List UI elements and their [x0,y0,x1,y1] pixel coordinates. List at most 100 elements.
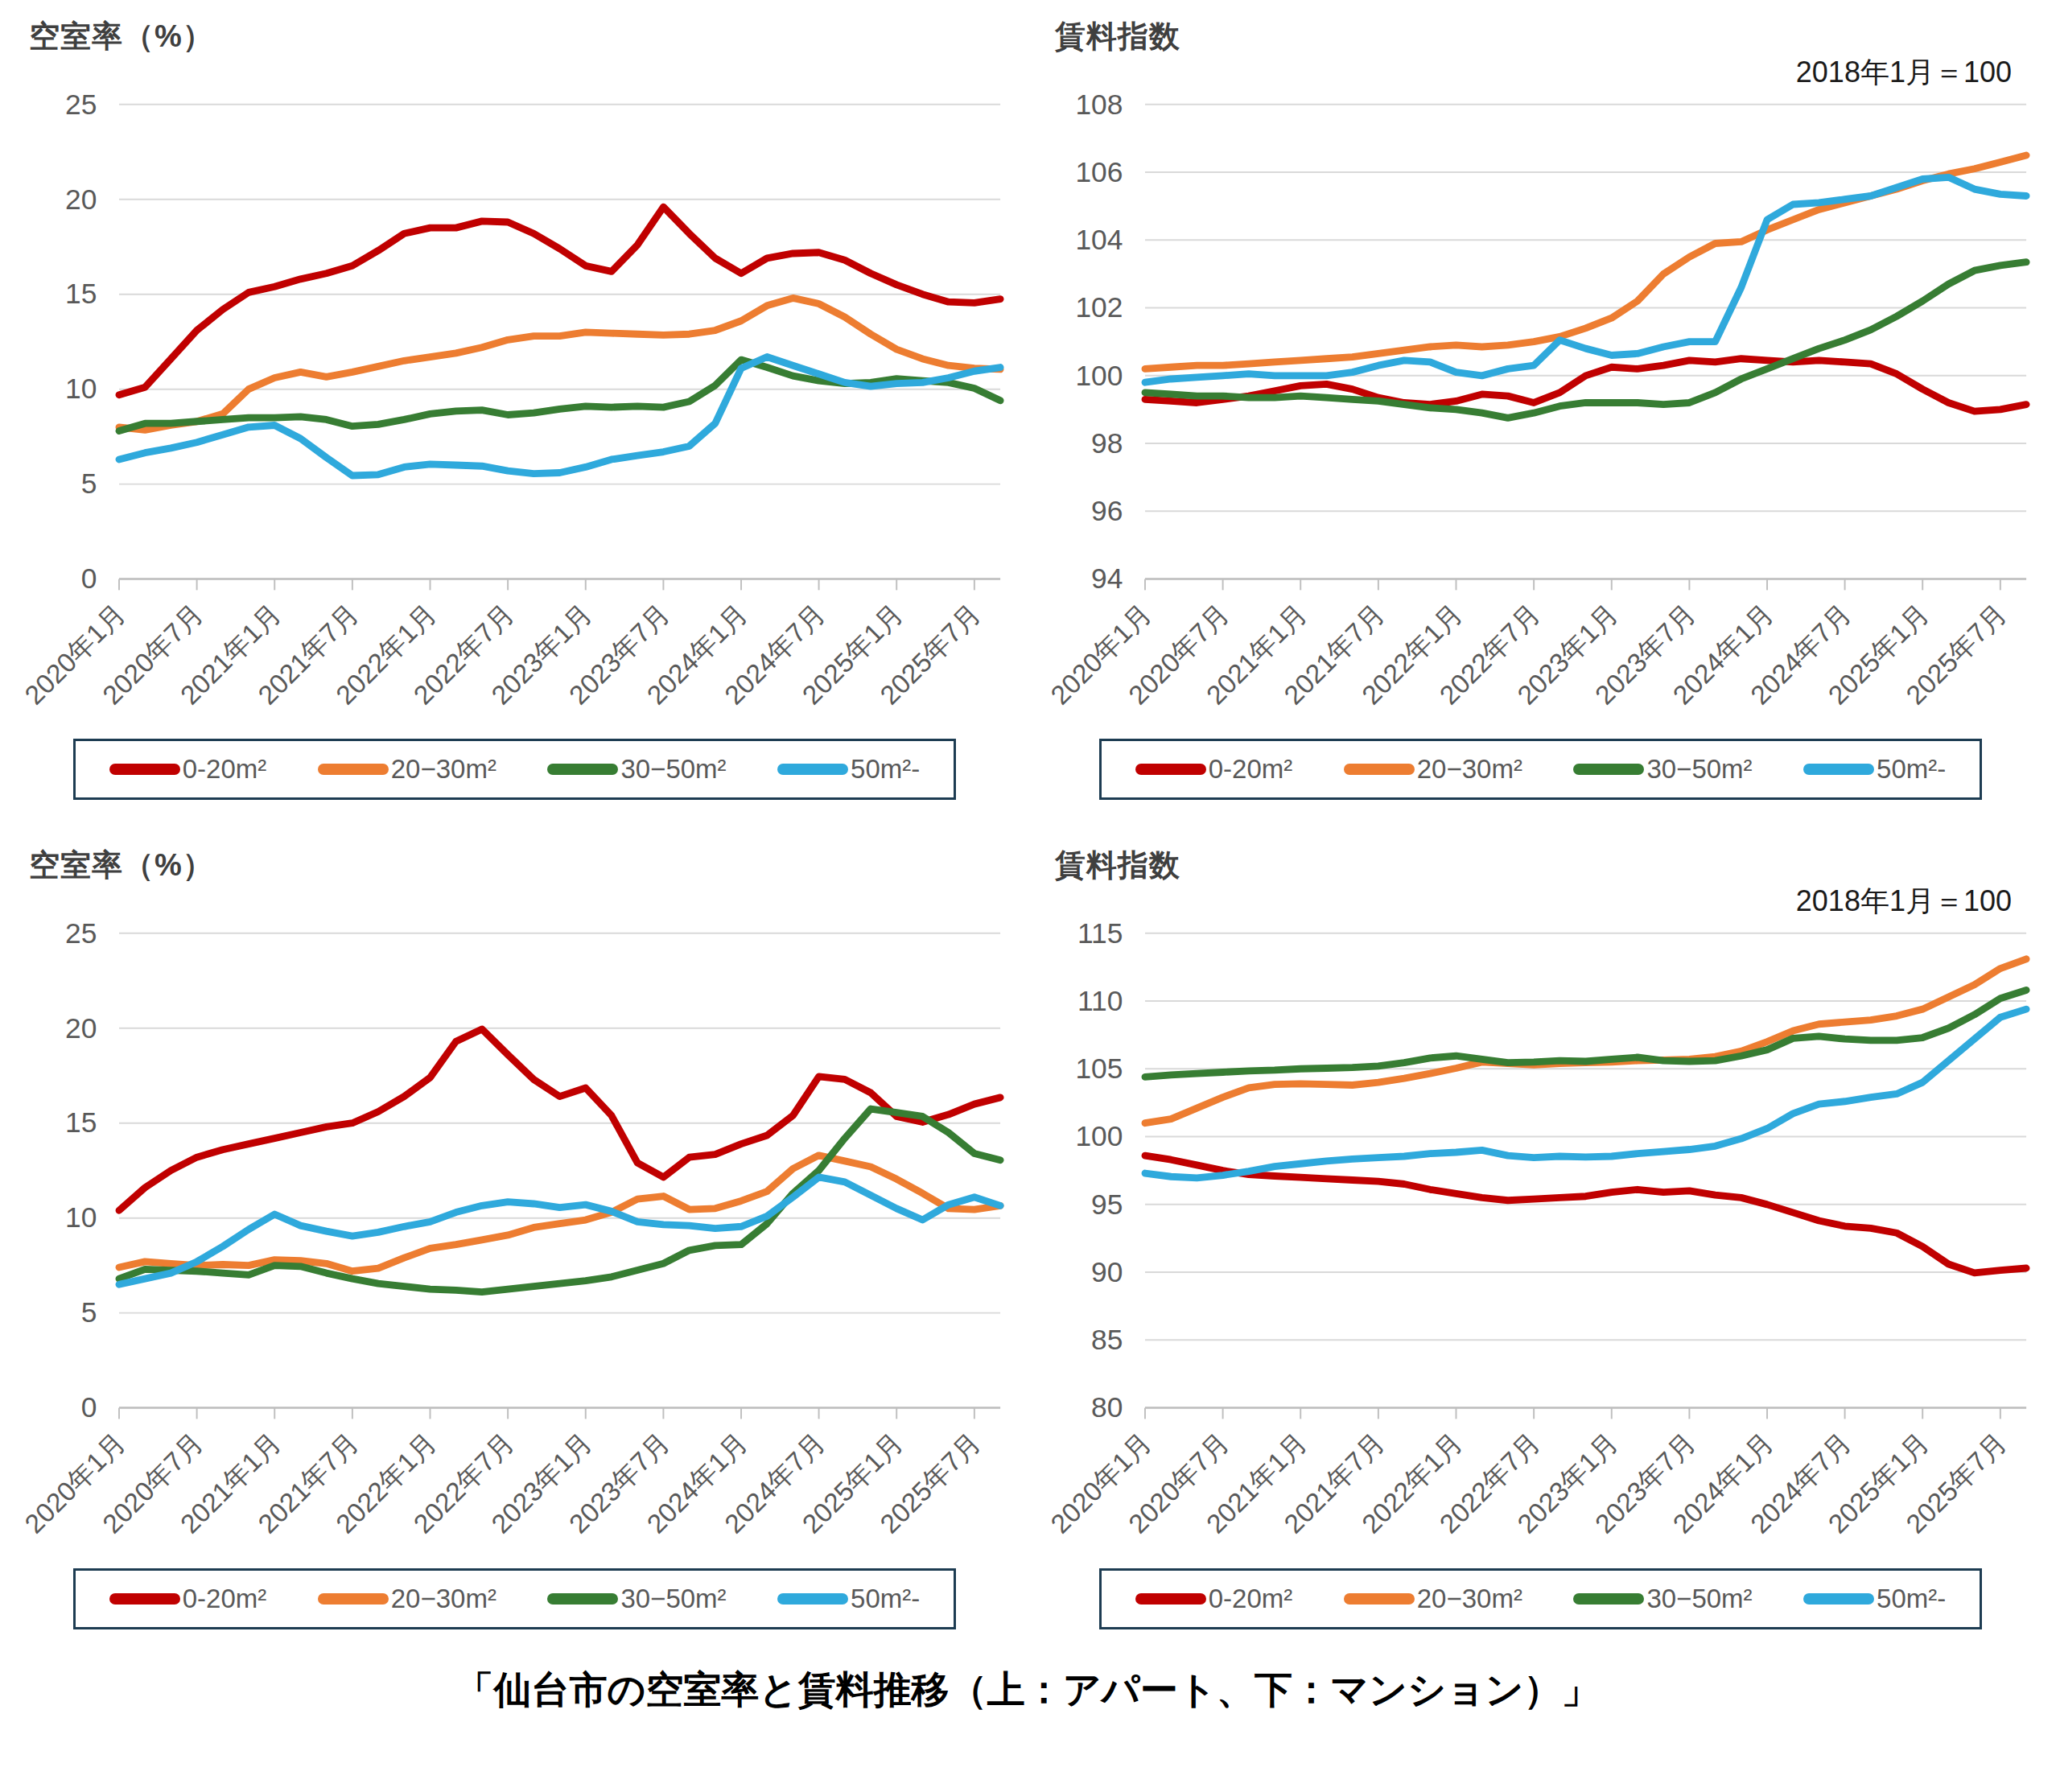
legend-label: 0-20m² [1209,754,1293,785]
legend-item-0-20: 0-20m² [1135,754,1293,785]
apartment-vacancy-plot: 05101520252020年1月2020年7月2021年1月2021年7月20… [24,93,1005,734]
legend-label: 0-20m² [183,1584,267,1614]
charts-grid: 空室率（%） 05101520252020年1月2020年7月2021年1月20… [24,11,2031,1629]
legend-label: 30−50m² [1646,754,1752,785]
series-line-20-30 [119,1156,1000,1271]
chart-legend: 0-20m² 20−30m² 30−50m² 50m²- [1099,739,1982,800]
legend-item-0-20: 0-20m² [109,754,267,785]
legend-item-30-50: 30−50m² [547,754,726,785]
series-line-30-50 [119,360,1000,430]
chart-header: 賃料指数 2018年1月＝100 [1050,16,2031,93]
chart-mansion-rent-index: 賃料指数 2018年1月＝100 80859095100105110115202… [1050,840,2031,1629]
legend-label: 30−50m² [620,1584,726,1614]
y-tick-label: 98 [1091,427,1123,459]
legend-label: 0-20m² [183,754,267,785]
legend-swatch-50plus-icon [1803,1593,1874,1605]
legend-label: 50m²- [1877,1584,1946,1614]
mansion-rent-index-plot: 808590951001051101152020年1月2020年7月2021年1… [1050,922,2031,1563]
legend-item-20-30: 20−30m² [1344,1584,1522,1614]
figure-caption: 「仙台市の空室率と賃料推移（上：アパート、下：マンション）」 [24,1665,2031,1716]
legend-label: 30−50m² [620,754,726,785]
legend-item-20-30: 20−30m² [1344,754,1522,785]
legend-label: 50m²- [1877,754,1946,785]
legend-item-50plus: 50m²- [1803,1584,1946,1614]
legend-label: 20−30m² [1417,754,1522,785]
legend-label: 0-20m² [1209,1584,1293,1614]
page: 空室率（%） 05101520252020年1月2020年7月2021年1月20… [0,0,2060,1792]
y-tick-label: 105 [1075,1053,1123,1084]
y-tick-label: 108 [1075,93,1123,120]
legend-swatch-0-20-icon [1135,1593,1206,1605]
chart-apartment-vacancy: 空室率（%） 05101520252020年1月2020年7月2021年1月20… [24,11,1005,800]
y-tick-label: 15 [65,1107,97,1139]
series-line-50plus [1145,1009,2026,1178]
legend-label: 20−30m² [1417,1584,1522,1614]
legend-swatch-30-50-icon [547,1593,618,1605]
y-tick-label: 25 [65,922,97,949]
chart-title: 空室率（%） [29,16,1005,57]
legend-item-30-50: 30−50m² [1573,754,1752,785]
y-tick-label: 90 [1091,1256,1123,1287]
series-line-0-20 [119,207,1000,395]
series-line-0-20 [1145,1156,2026,1273]
index-base-note: 2018年1月＝100 [1796,882,2012,921]
legend-label: 20−30m² [391,754,496,785]
legend-item-20-30: 20−30m² [318,754,496,785]
chart-title: 賃料指数 [1055,845,2031,886]
chart-legend: 0-20m² 20−30m² 30−50m² 50m²- [1099,1568,1982,1629]
chart-header: 空室率（%） [24,16,1005,93]
legend-swatch-20-30-icon [1344,764,1415,775]
y-tick-label: 0 [81,562,97,594]
series-line-30-50 [1145,262,2026,418]
series-line-0-20 [119,1029,1000,1210]
legend-label: 30−50m² [1646,1584,1752,1614]
legend-swatch-0-20-icon [1135,764,1206,775]
y-tick-label: 5 [81,468,97,499]
apartment-rent-index-plot: 9496981001021041061082020年1月2020年7月2021年… [1050,93,2031,734]
index-base-note: 2018年1月＝100 [1796,53,2012,93]
chart-header: 空室率（%） [24,845,1005,922]
legend-item-50plus: 50m²- [777,1584,920,1614]
y-tick-label: 110 [1077,985,1123,1016]
chart-title: 賃料指数 [1055,16,2031,57]
y-tick-label: 104 [1075,224,1123,255]
series-line-50plus [1145,177,2026,382]
y-tick-label: 0 [81,1392,97,1423]
legend-label: 50m²- [851,1584,920,1614]
legend-item-20-30: 20−30m² [318,1584,496,1614]
legend-swatch-20-30-icon [1344,1593,1415,1605]
chart-legend: 0-20m² 20−30m² 30−50m² 50m²- [73,739,956,800]
y-tick-label: 100 [1075,1121,1123,1152]
legend-swatch-50plus-icon [777,1593,848,1605]
legend-swatch-0-20-icon [109,764,180,775]
y-tick-label: 15 [65,278,97,309]
legend-item-0-20: 0-20m² [109,1584,267,1614]
legend-swatch-30-50-icon [1573,1593,1644,1605]
legend-swatch-20-30-icon [318,1593,389,1605]
legend-item-30-50: 30−50m² [547,1584,726,1614]
y-tick-label: 100 [1075,360,1123,391]
legend-swatch-50plus-icon [777,764,848,775]
legend-swatch-0-20-icon [109,1593,180,1605]
y-tick-label: 94 [1091,562,1123,594]
chart-header: 賃料指数 2018年1月＝100 [1050,845,2031,922]
chart-mansion-vacancy: 空室率（%） 05101520252020年1月2020年7月2021年1月20… [24,840,1005,1629]
y-tick-label: 96 [1091,495,1123,526]
legend-item-30-50: 30−50m² [1573,1584,1752,1614]
legend-item-0-20: 0-20m² [1135,1584,1293,1614]
legend-swatch-30-50-icon [547,764,618,775]
y-tick-label: 5 [81,1297,97,1329]
mansion-vacancy-plot: 05101520252020年1月2020年7月2021年1月2021年7月20… [24,922,1005,1563]
y-tick-label: 10 [65,1202,97,1234]
legend-swatch-30-50-icon [1573,764,1644,775]
y-tick-label: 85 [1091,1324,1123,1355]
y-tick-label: 20 [65,183,97,215]
legend-item-50plus: 50m²- [777,754,920,785]
legend-item-50plus: 50m²- [1803,754,1946,785]
series-line-30-50 [1145,991,2026,1077]
y-tick-label: 25 [65,93,97,120]
y-tick-label: 10 [65,373,97,404]
y-tick-label: 102 [1075,291,1123,323]
legend-swatch-20-30-icon [318,764,389,775]
chart-title: 空室率（%） [29,845,1005,886]
